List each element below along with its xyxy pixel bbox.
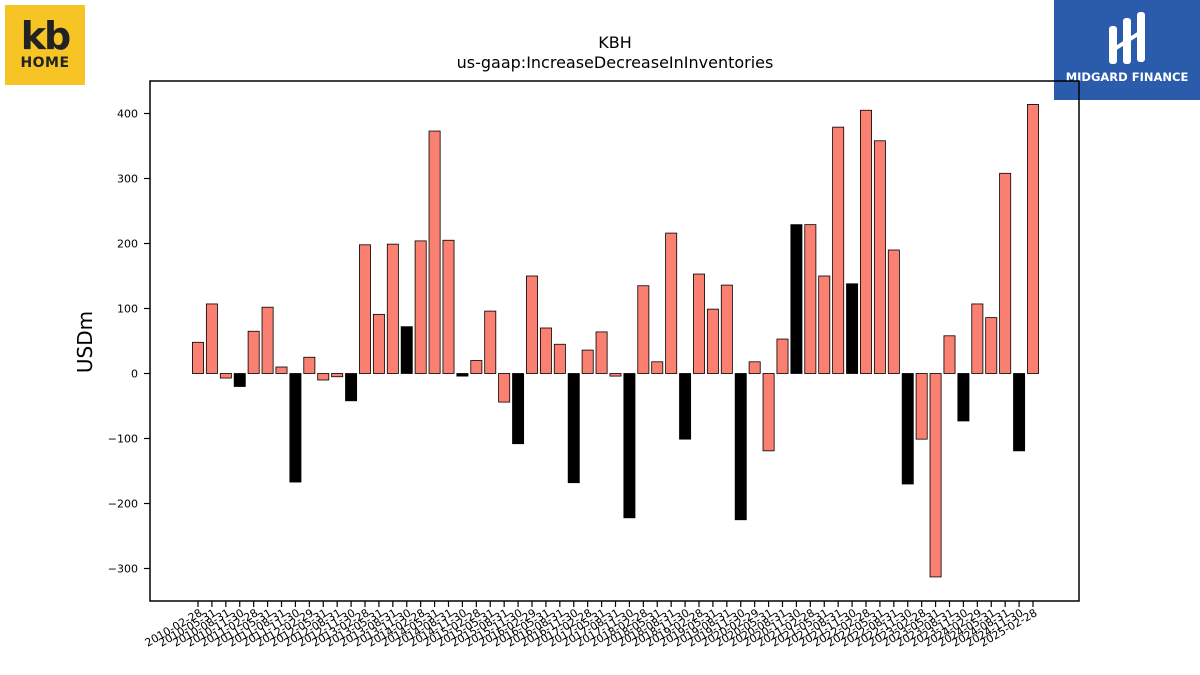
bar-2025-02-28 (1027, 104, 1039, 374)
bar-2023-02-28 (915, 373, 928, 440)
bar-2012-08-31 (331, 373, 344, 378)
bar-2021-08-31 (832, 126, 845, 374)
bar-2023-08-31 (943, 335, 956, 374)
kb-logo-home-text: HOME (20, 55, 70, 71)
bar-2012-02-29 (303, 356, 316, 374)
bar-2024-11-30 (1013, 373, 1026, 452)
bar-2010-05-31 (205, 303, 218, 374)
bar-2018-05-31 (651, 361, 664, 374)
y-tick-label: 0 (131, 368, 138, 381)
bar-2013-05-31 (372, 313, 385, 374)
bar-2018-08-31 (665, 232, 678, 374)
bar-2011-11-30 (289, 373, 302, 483)
bar-2011-05-31 (261, 306, 274, 374)
bar-2020-11-30 (790, 224, 803, 374)
bar-2023-05-31 (929, 373, 942, 578)
bar-2013-02-28 (359, 244, 371, 374)
bar-2024-08-31 (999, 172, 1012, 374)
plot-frame (149, 80, 1080, 602)
bar-2020-05-31 (762, 373, 775, 452)
bar-2014-11-30 (456, 373, 469, 377)
bar-2020-02-29 (748, 361, 761, 374)
midgard-logo-text: MIDGARD FINANCE (1065, 70, 1189, 84)
bar-2014-08-31 (442, 239, 455, 374)
bar-2015-05-31 (484, 310, 497, 374)
bar-2021-05-31 (818, 275, 831, 374)
y-tick-label: 300 (117, 173, 138, 186)
bar-2013-11-30 (400, 326, 413, 374)
kb-home-logo: kb HOME (5, 5, 85, 85)
bar-2010-11-30 (233, 373, 246, 387)
bar-2017-08-31 (609, 373, 622, 377)
y-tick-label: 400 (117, 108, 138, 121)
bar-2015-08-31 (498, 373, 511, 403)
y-tick-label: −200 (108, 498, 138, 511)
bar-2018-11-30 (679, 373, 692, 440)
midgard-emblem-icon (1109, 12, 1145, 64)
bar-2017-11-30 (623, 373, 636, 519)
bar-2014-02-28 (414, 240, 427, 374)
bar-2016-05-31 (539, 327, 552, 374)
bar-2016-02-29 (526, 275, 538, 374)
bar-2018-02-28 (637, 285, 650, 374)
bar-2017-02-28 (581, 349, 594, 374)
bar-2015-11-30 (512, 373, 525, 445)
bar-2023-11-30 (957, 373, 970, 422)
bar-2024-05-31 (985, 317, 998, 374)
chart-title: KBH (598, 33, 632, 52)
y-axis-label: USDm (73, 311, 97, 373)
bar-2022-02-28 (860, 109, 872, 374)
bar-2020-08-31 (776, 338, 789, 374)
bar-2022-05-31 (873, 140, 886, 374)
y-tick-label: −100 (108, 433, 138, 446)
bar-2019-08-31 (720, 284, 733, 374)
chart-subtitle: us-gaap:IncreaseDecreaseInInventories (457, 53, 774, 72)
bar-2013-08-31 (386, 243, 399, 374)
bar-2019-11-30 (734, 373, 747, 521)
y-tick-label: 100 (117, 303, 138, 316)
bar-2016-11-30 (567, 373, 580, 484)
bar-2022-11-30 (901, 373, 914, 485)
bar-2017-05-31 (595, 331, 608, 374)
bar-2012-11-30 (345, 373, 358, 402)
y-tick-label: 200 (117, 238, 138, 251)
bar-2014-05-31 (428, 130, 441, 374)
bar-2024-02-29 (971, 303, 984, 374)
bar-2019-05-31 (706, 308, 719, 374)
bar-2015-02-28 (470, 360, 483, 374)
bar-2019-02-28 (693, 273, 705, 374)
y-tick-label: −300 (108, 563, 138, 576)
bar-2022-08-31 (887, 249, 900, 374)
kb-logo-mark: kb (20, 14, 71, 58)
bar-2021-02-28 (804, 224, 817, 374)
bar-2016-08-31 (553, 343, 566, 374)
bar-2011-08-31 (275, 366, 288, 374)
bar-2011-02-28 (247, 330, 260, 374)
bar-2010-02-28 (192, 341, 204, 374)
bar-2021-11-30 (846, 283, 859, 374)
bar-2010-08-31 (219, 373, 232, 379)
bar-2012-05-31 (317, 373, 330, 381)
